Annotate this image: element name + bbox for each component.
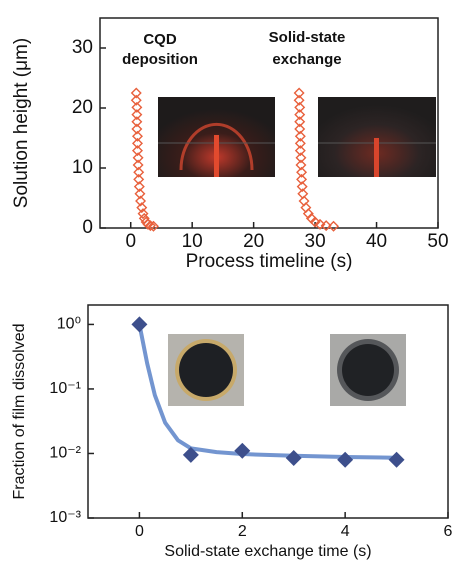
- inset-photo: [168, 334, 244, 406]
- data-point: [131, 316, 148, 333]
- y-tick-label: 10⁻²: [49, 445, 81, 462]
- data-point: [132, 152, 144, 164]
- x-axis-title: Solid-state exchange time (s): [164, 543, 371, 560]
- data-point: [294, 137, 306, 149]
- data-point: [131, 145, 143, 157]
- y-tick-label: 30: [72, 37, 93, 58]
- data-point: [131, 101, 143, 113]
- annotation: exchange: [272, 51, 341, 68]
- data-point: [314, 218, 326, 230]
- data-point: [302, 208, 314, 220]
- data-point: [131, 123, 143, 135]
- data-point: [144, 220, 156, 232]
- x-tick-label: 30: [305, 231, 326, 252]
- data-point: [309, 216, 321, 228]
- data-point: [296, 173, 308, 185]
- data-point: [234, 442, 251, 459]
- data-point: [293, 94, 305, 106]
- data-point: [320, 220, 332, 232]
- data-point: [296, 166, 308, 178]
- data-point: [135, 195, 147, 207]
- data-point: [134, 188, 146, 200]
- y-tick-label: 10⁻³: [49, 509, 81, 526]
- data-point: [295, 159, 307, 171]
- inset-image: [318, 97, 436, 177]
- x-tick-label: 0: [135, 523, 144, 540]
- y-tick-label: 20: [72, 97, 93, 118]
- plot-frame: [87, 304, 449, 519]
- data-point: [132, 159, 144, 171]
- data-point: [296, 181, 308, 193]
- data-point: [388, 451, 405, 468]
- data-point: [294, 123, 306, 135]
- data-point: [147, 220, 159, 232]
- x-tick-label: 0: [125, 231, 136, 252]
- data-point: [131, 116, 143, 128]
- x-tick-label: 10: [182, 231, 203, 252]
- inset-image: [158, 97, 275, 177]
- data-point: [293, 87, 305, 99]
- data-point: [131, 109, 143, 121]
- data-point: [337, 451, 354, 468]
- data-point: [137, 208, 149, 220]
- annotation: CQD: [143, 31, 177, 48]
- y-tick-label: 10: [72, 157, 93, 178]
- x-tick-label: 6: [444, 523, 453, 540]
- data-point: [285, 450, 302, 467]
- x-tick-label: 20: [243, 231, 264, 252]
- data-point: [130, 94, 142, 106]
- x-axis-title: Process timeline (s): [186, 251, 353, 272]
- plot-frame: [99, 17, 439, 229]
- data-point: [133, 166, 145, 178]
- data-point: [294, 101, 306, 113]
- y-tick-label: 10⁰: [57, 316, 81, 333]
- data-point: [136, 202, 148, 214]
- data-point: [294, 109, 306, 121]
- inset-photo: [330, 334, 406, 406]
- y-axis-title: Solution height (μm): [11, 38, 32, 208]
- data-point: [294, 116, 306, 128]
- data-point: [133, 181, 145, 193]
- data-point: [142, 218, 154, 230]
- data-point: [130, 87, 142, 99]
- data-point: [182, 446, 199, 463]
- data-point: [294, 145, 306, 157]
- y-tick-label: 10⁻¹: [49, 380, 81, 397]
- data-point: [131, 137, 143, 149]
- data-point: [133, 173, 145, 185]
- y-tick-label: 0: [82, 217, 93, 238]
- data-point: [328, 220, 340, 232]
- x-tick-label: 2: [238, 523, 247, 540]
- x-tick-label: 50: [427, 231, 448, 252]
- data-point: [131, 130, 143, 142]
- annotation: deposition: [122, 51, 198, 68]
- x-tick-label: 4: [341, 523, 350, 540]
- data-point: [294, 130, 306, 142]
- y-axis-title: Fraction of film dissolved: [11, 323, 28, 499]
- x-tick-label: 40: [366, 231, 387, 252]
- data-point: [295, 152, 307, 164]
- annotation: Solid-state: [269, 29, 346, 46]
